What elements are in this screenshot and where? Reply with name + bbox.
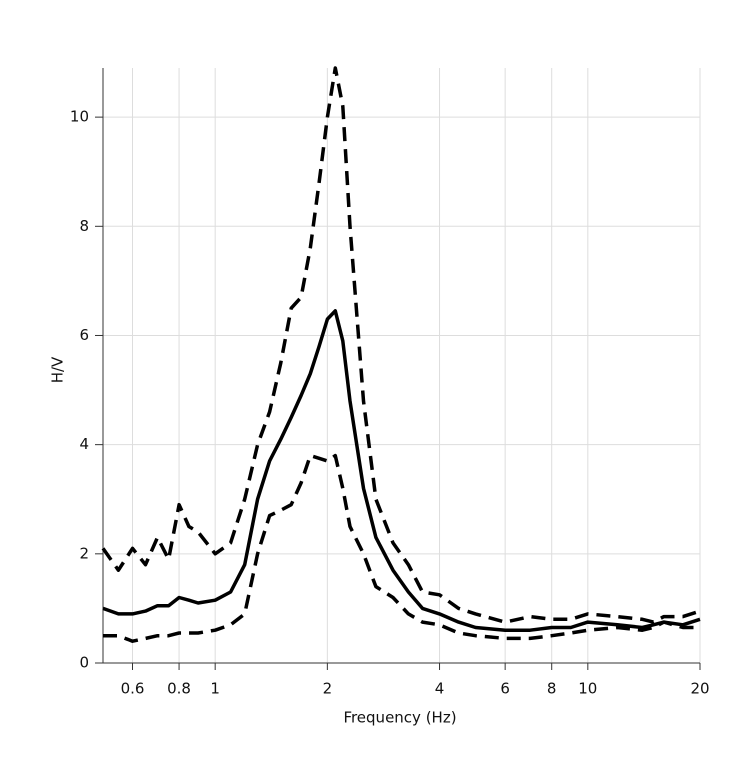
y-tick-label: 6 — [79, 326, 89, 344]
x-tick-label: 8 — [547, 680, 557, 698]
line — [101, 66, 701, 624]
x-tick-label: 4 — [435, 680, 445, 698]
line — [103, 453, 700, 643]
x-tick-label: 20 — [690, 680, 709, 698]
line — [102, 309, 701, 632]
x-tick-label: 10 — [578, 680, 597, 698]
y-tick-label: 0 — [79, 654, 89, 672]
x-tick-label: 0.6 — [121, 680, 145, 698]
y-tick-label: 10 — [70, 108, 89, 126]
y-axis-label: H/V — [49, 356, 67, 383]
y-tick-label: 8 — [79, 217, 89, 235]
y-tick-label: 4 — [79, 435, 89, 453]
x-tick-label: 1 — [210, 680, 220, 698]
x-tick-label: 6 — [500, 680, 510, 698]
y-tick-label: 2 — [79, 544, 89, 562]
x-axis-label: Frequency (Hz) — [343, 709, 456, 727]
x-tick-label: 2 — [323, 680, 333, 698]
x-tick-label: 0.8 — [167, 680, 191, 698]
